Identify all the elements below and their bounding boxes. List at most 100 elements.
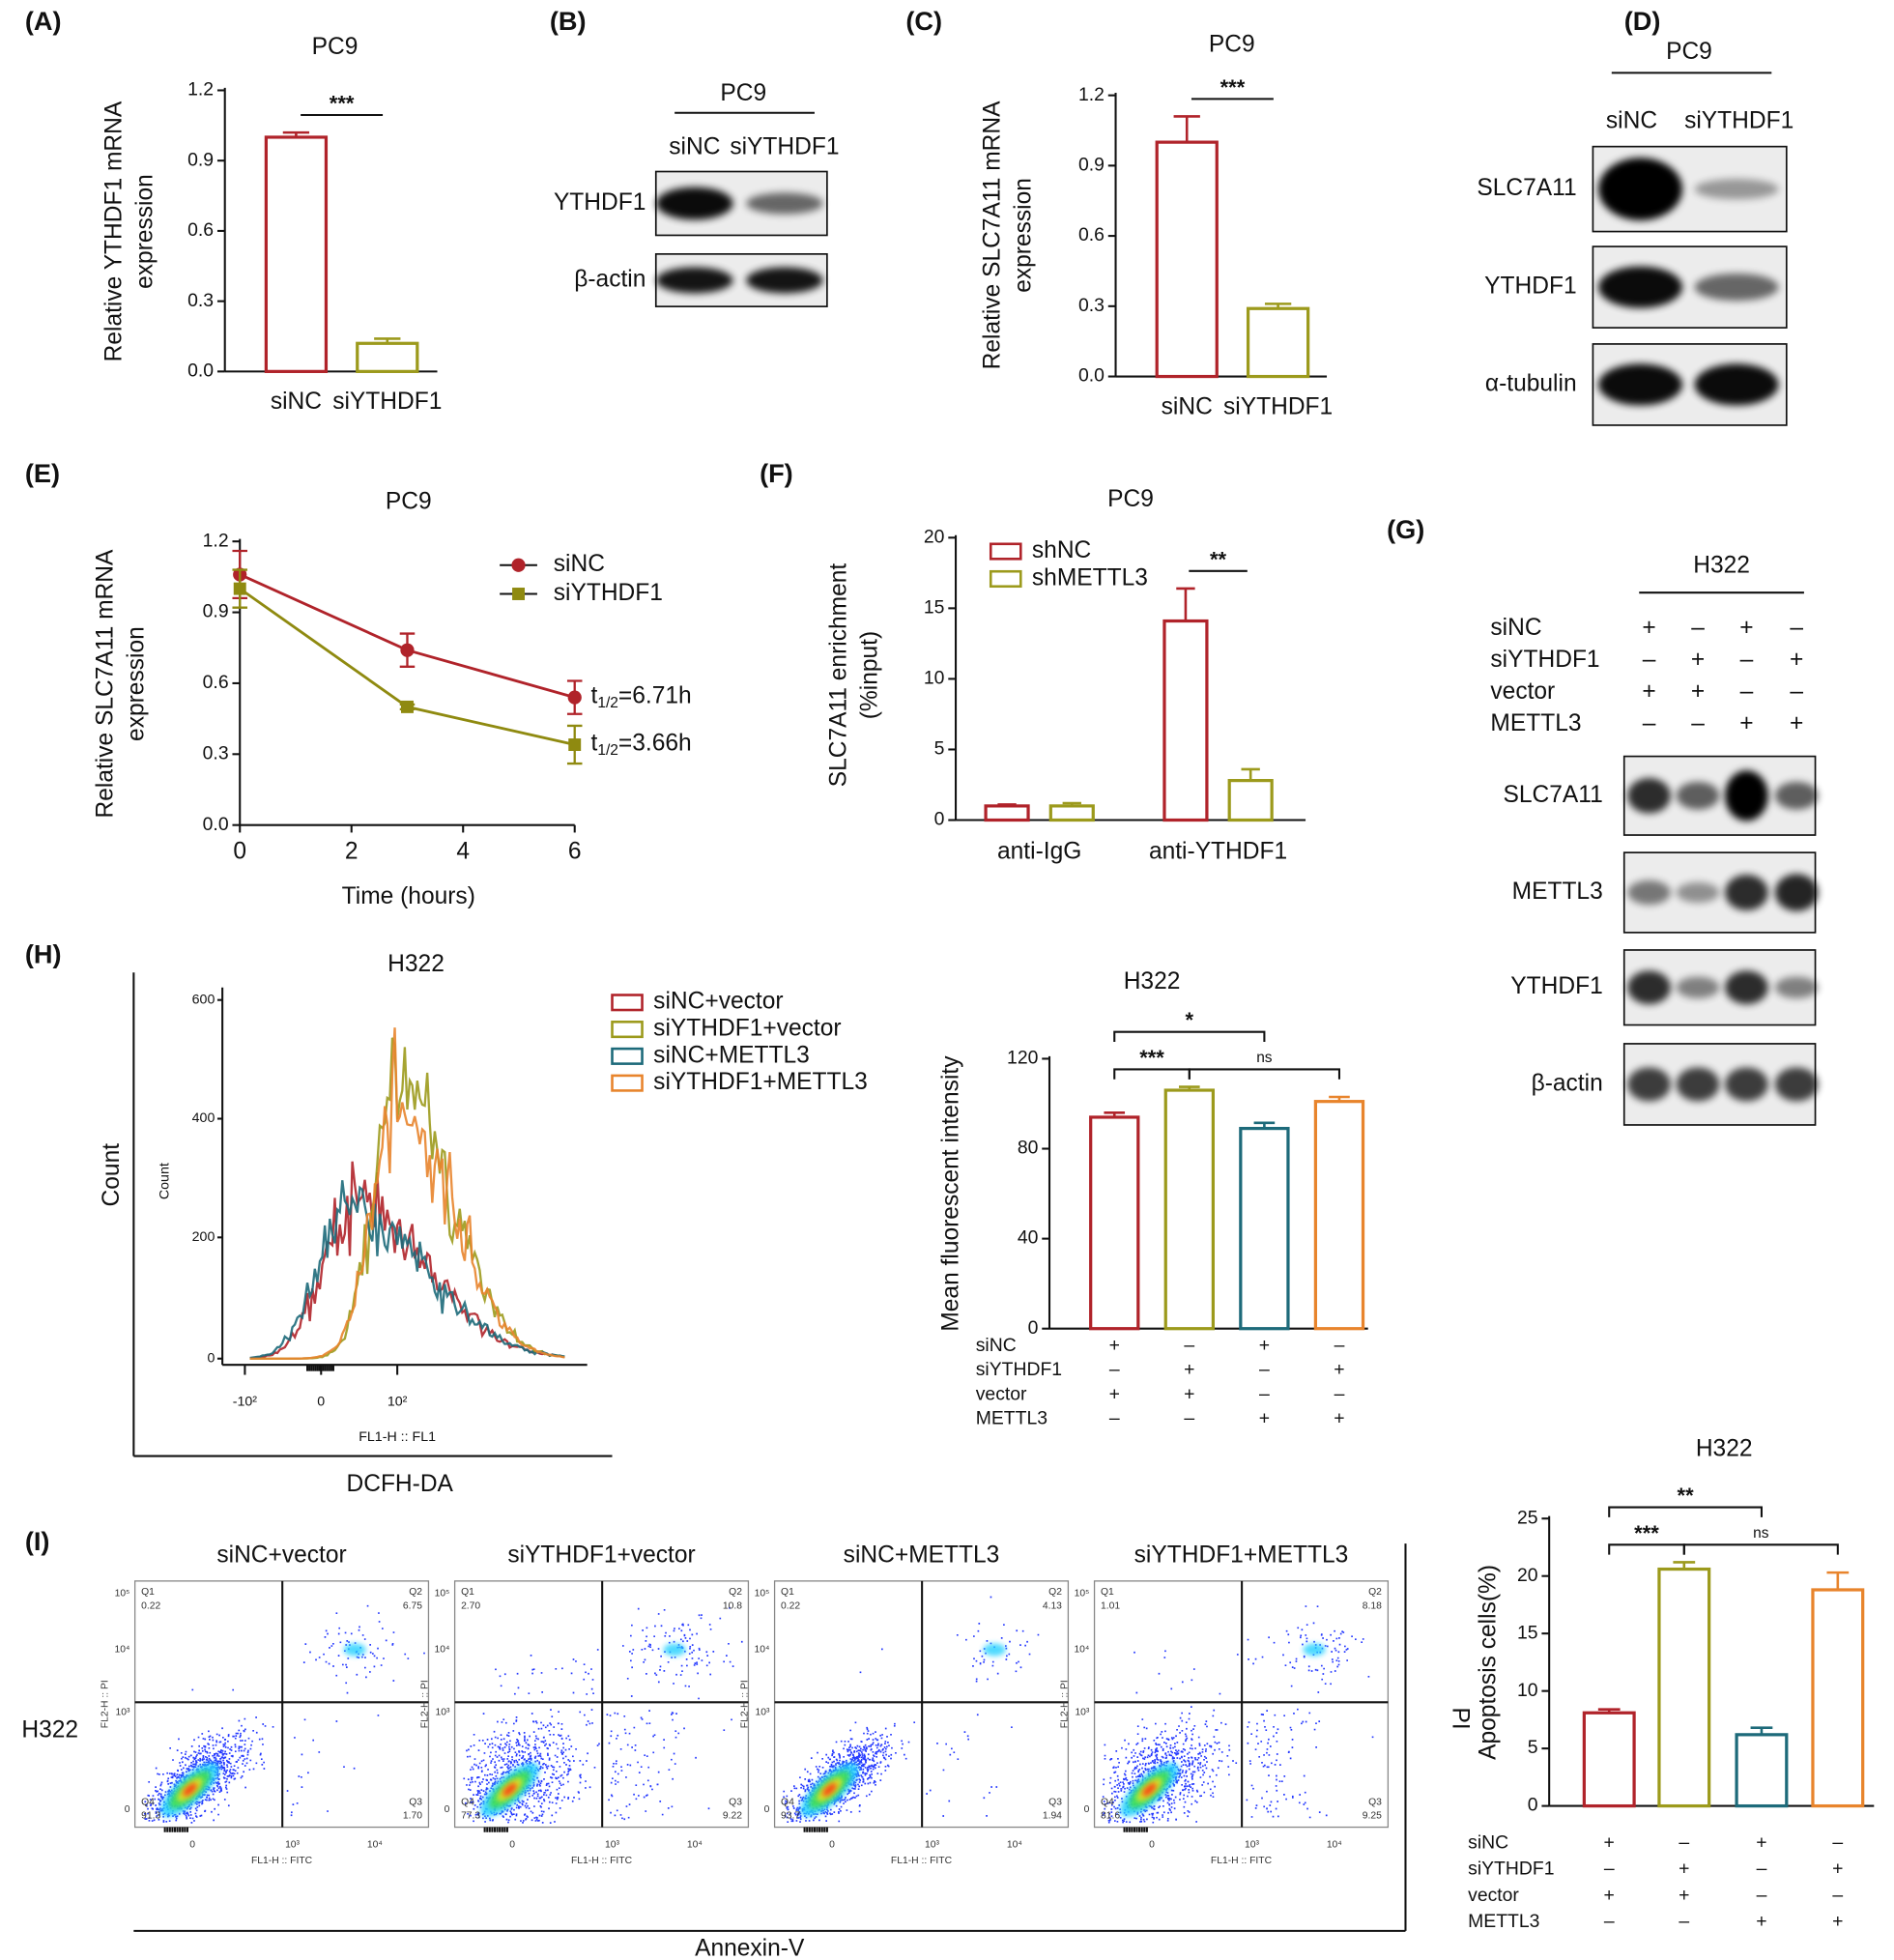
condition-label: vector xyxy=(1490,678,1555,705)
error-bar xyxy=(997,803,1017,806)
y-tick-label: 0.0 xyxy=(203,814,229,835)
bar xyxy=(1048,804,1095,822)
y-tick-label: 10³ xyxy=(755,1707,769,1717)
y-tick-label: 10⁴ xyxy=(1074,1645,1089,1656)
half-life-subscript: 1/2 xyxy=(597,742,618,759)
x-tick-label: 2 xyxy=(345,839,359,865)
panel-label: (G) xyxy=(1387,514,1424,544)
y-axis-label: Mean fluorescent intensity xyxy=(938,1055,964,1332)
y-tick-label: 10 xyxy=(1517,1680,1538,1701)
panel-label: (E) xyxy=(25,458,60,488)
y-tick-label: 1.2 xyxy=(203,530,229,551)
blot-row-label: YTHDF1 xyxy=(1510,973,1602,999)
quadrant-name: Q3 xyxy=(409,1797,422,1807)
condition-sign: – xyxy=(1679,1832,1689,1854)
condition-sign: + xyxy=(1756,1911,1766,1932)
axis-x-label: FL1-H :: FITC xyxy=(251,1856,313,1866)
panel-label: (C) xyxy=(905,6,942,36)
y-tick-label: 40 xyxy=(1018,1227,1039,1249)
marker xyxy=(401,700,414,713)
quadrant-name: Q2 xyxy=(1048,1587,1062,1598)
error-bar xyxy=(1179,1085,1200,1091)
legend-label: siNC xyxy=(554,551,605,577)
bar xyxy=(1227,778,1274,822)
blot-band xyxy=(1774,781,1819,810)
significance-label: ns xyxy=(1753,1525,1769,1542)
significance-bracket xyxy=(1682,1543,1839,1555)
y-tick-label: 10³ xyxy=(1075,1707,1089,1717)
x-tick-label: 10³ xyxy=(1245,1839,1259,1850)
y-tick-label: 10⁴ xyxy=(115,1645,130,1656)
x-axis-label: DCFH-DA xyxy=(346,1471,453,1497)
x-tick-label: 10² xyxy=(387,1395,408,1410)
quadrant-value: 91.3 xyxy=(141,1811,160,1822)
axis-x-label: FL1-H :: FITC xyxy=(891,1856,953,1866)
x-tick-label: -10² xyxy=(233,1395,258,1410)
condition-sign: + xyxy=(1642,678,1655,705)
bar xyxy=(1582,1711,1636,1808)
condition-sign: – xyxy=(1740,678,1754,705)
significance-label: *** xyxy=(1220,75,1246,100)
legend-label: siNC+vector xyxy=(653,989,783,1015)
quadrant-name: Q2 xyxy=(1368,1587,1382,1598)
condition-sign: + xyxy=(1679,1885,1689,1906)
chart-title: PC9 xyxy=(386,489,432,515)
y-tick-label: 0.6 xyxy=(187,219,214,241)
y-tick-label: 0.0 xyxy=(1078,365,1105,387)
x-tick-label: siYTHDF1 xyxy=(1223,393,1333,419)
marker xyxy=(400,643,415,657)
condition-sign: – xyxy=(1184,1335,1194,1356)
blot-band xyxy=(1598,363,1682,406)
blot-band xyxy=(1627,970,1671,1005)
y-tick-label: 600 xyxy=(192,992,215,1007)
blot-band xyxy=(1694,363,1779,406)
density-core xyxy=(1142,1783,1157,1797)
condition-sign: – xyxy=(1740,647,1754,673)
y-tick-label: 20 xyxy=(1517,1565,1538,1586)
x-tick-label: 0 xyxy=(1149,1839,1155,1850)
x-axis-label: Annexin-V xyxy=(695,1936,805,1960)
y-tick-label: 0.9 xyxy=(187,149,214,170)
density-core xyxy=(183,1783,197,1797)
y-tick-label: 5 xyxy=(1528,1737,1538,1758)
blot-band xyxy=(1627,778,1671,814)
x-tick-label: 0 xyxy=(509,1839,515,1850)
row-label: H322 xyxy=(21,1717,78,1744)
y-tick-label: 0 xyxy=(1528,1795,1538,1816)
marker xyxy=(567,690,582,705)
y-axis-label: Count xyxy=(99,1143,125,1207)
plot-title: siYTHDF1+vector xyxy=(507,1542,695,1569)
significance-label: * xyxy=(1186,1008,1194,1032)
y-tick-label: 20 xyxy=(924,526,945,547)
significance-label: ns xyxy=(1256,1050,1273,1066)
condition-label: siYTHDF1 xyxy=(1490,647,1599,673)
significance-label: ** xyxy=(1678,1484,1695,1508)
x-tick-label: 0 xyxy=(317,1395,325,1410)
error-bar xyxy=(1597,1708,1621,1714)
bar xyxy=(984,804,1030,822)
blot-row-label: SLC7A11 xyxy=(1503,782,1602,808)
condition-sign: + xyxy=(1790,647,1803,673)
blot-band xyxy=(656,267,733,294)
histogram-curve xyxy=(249,1027,565,1360)
condition-sign: – xyxy=(1643,647,1656,673)
blot-header: H322 xyxy=(1693,553,1750,579)
condition-sign: + xyxy=(1604,1832,1615,1854)
condition-label: vector xyxy=(1468,1885,1519,1906)
marker xyxy=(511,558,526,572)
blot-row-label: β-actin xyxy=(574,266,646,292)
quadrant-name: Q1 xyxy=(1101,1587,1114,1598)
axis-y-label: FL2-H :: PI xyxy=(739,1680,750,1728)
density-core xyxy=(502,1783,517,1797)
x-tick-label: 10⁴ xyxy=(1007,1839,1022,1850)
quadrant-name: Q4 xyxy=(1101,1797,1114,1807)
x-tick-label: siNC xyxy=(271,389,322,415)
condition-sign: – xyxy=(1832,1885,1843,1906)
condition-sign: + xyxy=(1691,678,1705,705)
quadrant-name: Q4 xyxy=(461,1797,474,1807)
y-tick-label: 10 xyxy=(924,668,945,689)
density-core xyxy=(343,1643,366,1657)
y-tick-label: 120 xyxy=(1007,1048,1039,1069)
y-tick-label: 0 xyxy=(125,1804,130,1815)
